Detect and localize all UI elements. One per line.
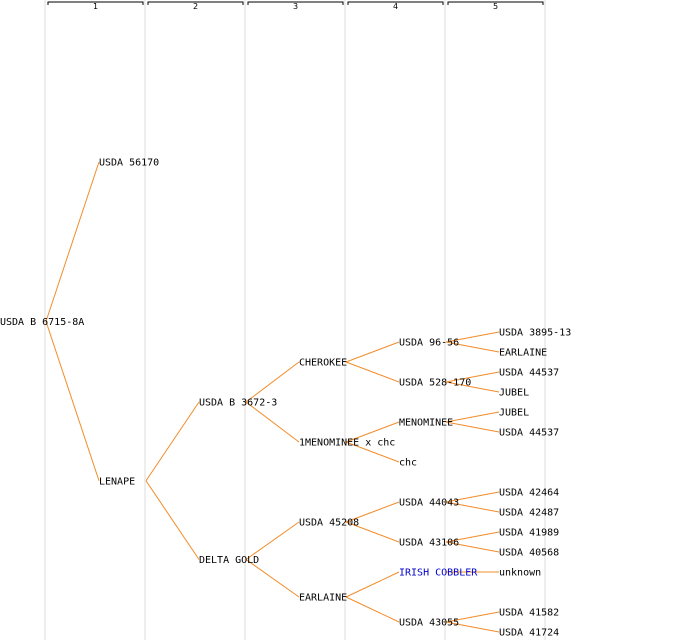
pedigree-edge bbox=[345, 571, 400, 598]
pedigree-node: EARLAINE bbox=[299, 593, 347, 604]
pedigree-node: USDA B 6715-8A bbox=[0, 317, 84, 328]
pedigree-node: USDA 43055 bbox=[399, 618, 459, 629]
pedigree-node: USDA 44043 bbox=[399, 498, 459, 509]
pedigree-node: chc bbox=[399, 458, 417, 469]
pedigree-edge bbox=[245, 521, 300, 560]
pedigree-edge bbox=[445, 411, 500, 423]
pedigree-node: USDA 45208 bbox=[299, 518, 359, 529]
pedigree-node-link[interactable]: IRISH COBBLER bbox=[399, 568, 478, 579]
pedigree-edge bbox=[345, 421, 400, 443]
pedigree-node: USDA 41582 bbox=[499, 608, 559, 619]
pedigree-node: USDA 44537 bbox=[499, 428, 559, 439]
pedigree-edge bbox=[445, 331, 500, 343]
pedigree-node: USDA 43106 bbox=[399, 538, 459, 549]
pedigree-edge bbox=[445, 621, 500, 633]
generation-number: 1 bbox=[93, 2, 98, 11]
pedigree-node: LENAPE bbox=[99, 476, 135, 487]
pedigree-node: USDA 56170 bbox=[99, 158, 159, 169]
generation-bracket bbox=[447, 1, 544, 5]
pedigree-edge bbox=[445, 421, 500, 433]
generation-bracket bbox=[147, 1, 244, 5]
pedigree-node: USDA 96-56 bbox=[399, 338, 459, 349]
generation-number: 5 bbox=[493, 2, 498, 11]
pedigree-edge bbox=[345, 596, 400, 623]
pedigree-edge bbox=[245, 559, 300, 598]
pedigree-edge bbox=[445, 371, 500, 383]
pedigree-node: USDA 40568 bbox=[499, 548, 559, 559]
pedigree-node: EARLAINE bbox=[499, 348, 547, 359]
generation-bracket bbox=[47, 1, 144, 5]
pedigree-edge bbox=[345, 361, 400, 383]
pedigree-node: USDA 42464 bbox=[499, 488, 559, 499]
pedigree-edge bbox=[445, 381, 500, 393]
pedigree-edge bbox=[445, 341, 500, 353]
pedigree-node: USDA 44537 bbox=[499, 368, 559, 379]
generation-bracket bbox=[347, 1, 444, 5]
pedigree-node: USDA 42487 bbox=[499, 508, 559, 519]
pedigree-node: DELTA GOLD bbox=[199, 555, 259, 566]
pedigree-edge bbox=[145, 480, 200, 560]
pedigree-edge bbox=[345, 521, 400, 543]
pedigree-node: USDA B 3672-3 bbox=[199, 398, 277, 409]
pedigree-node: CHEROKEE bbox=[299, 358, 347, 369]
pedigree-node: USDA 41989 bbox=[499, 528, 559, 539]
generation-bracket bbox=[247, 1, 344, 5]
pedigree-edge bbox=[245, 361, 300, 403]
pedigree-edge bbox=[345, 501, 400, 523]
pedigree-edge bbox=[445, 491, 500, 503]
pedigree-node: USDA 3895-13 bbox=[499, 328, 571, 339]
pedigree-node: MENOMINEE bbox=[399, 418, 453, 429]
pedigree-node: 1MENOMINEE x chc bbox=[299, 438, 395, 449]
generation-number: 4 bbox=[393, 2, 398, 11]
generation-number: 3 bbox=[293, 2, 298, 11]
pedigree-node: USDA 528-170 bbox=[399, 378, 471, 389]
generation-number: 2 bbox=[193, 2, 198, 11]
pedigree-edge bbox=[45, 321, 100, 481]
pedigree-edge bbox=[45, 161, 100, 322]
pedigree-edge bbox=[445, 541, 500, 553]
pedigree-edge bbox=[345, 341, 400, 363]
pedigree-node: USDA 41724 bbox=[499, 628, 559, 639]
pedigree-node: JUBEL bbox=[499, 388, 529, 399]
pedigree-node: JUBEL bbox=[499, 408, 529, 419]
pedigree-nodes: USDA B 6715-8A USDA 56170 LENAPE USDA B 367… bbox=[0, 158, 571, 639]
pedigree-node: unknown bbox=[499, 568, 541, 579]
pedigree-edge bbox=[245, 401, 300, 443]
pedigree-edge bbox=[445, 531, 500, 543]
generation-columns: 1 2 3 4 5 bbox=[44, 0, 546, 640]
pedigree-edge bbox=[445, 611, 500, 623]
pedigree-edge bbox=[145, 401, 200, 482]
pedigree-edges bbox=[45, 161, 500, 633]
pedigree-edge bbox=[345, 441, 400, 463]
pedigree-edge bbox=[445, 501, 500, 513]
